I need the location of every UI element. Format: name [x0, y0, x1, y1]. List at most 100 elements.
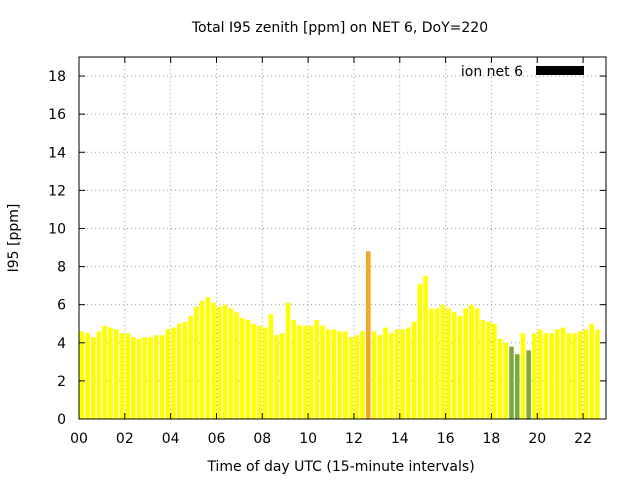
- bar: [199, 300, 205, 419]
- bar: [520, 333, 526, 419]
- bar: [509, 346, 514, 419]
- bar: [400, 329, 405, 419]
- y-tick-label: 18: [48, 69, 66, 85]
- bar: [343, 331, 348, 419]
- legend-label: ion net 6: [461, 64, 523, 80]
- bar: [245, 319, 251, 419]
- bar: [154, 335, 159, 419]
- bar: [572, 333, 577, 419]
- bar: [325, 329, 331, 419]
- bar: [239, 318, 245, 419]
- bar: [583, 329, 589, 419]
- bar: [262, 327, 268, 419]
- bar: [234, 312, 239, 419]
- bar: [446, 308, 451, 419]
- bar: [274, 335, 279, 419]
- chart-title: Total I95 zenith [ppm] on NET 6, DoY=220: [191, 20, 488, 36]
- bar: [360, 331, 365, 419]
- y-tick-label: 6: [57, 298, 66, 314]
- x-tick-label: 18: [483, 431, 501, 447]
- bar: [480, 319, 486, 419]
- bar: [411, 321, 417, 419]
- bar: [171, 327, 176, 419]
- y-tick-label: 4: [57, 336, 66, 352]
- bar: [285, 302, 291, 419]
- bar: [217, 306, 222, 419]
- bar: [257, 325, 262, 419]
- bar: [314, 319, 320, 419]
- bar: [486, 321, 491, 419]
- bar: [577, 331, 583, 419]
- bar: [589, 323, 594, 419]
- x-tick-label: 16: [437, 431, 455, 447]
- bar: [532, 333, 537, 419]
- y-tick-label: 14: [48, 145, 66, 161]
- y-tick-label: 8: [57, 260, 66, 276]
- legend-swatch: [536, 66, 584, 75]
- bar: [406, 327, 411, 419]
- bar: [142, 337, 148, 419]
- bar: [428, 308, 434, 419]
- bar: [377, 335, 383, 419]
- bar: [566, 333, 572, 419]
- grid: [79, 57, 606, 419]
- bar: [268, 314, 274, 419]
- bar: [205, 297, 211, 419]
- bar: [440, 304, 446, 419]
- bar: [131, 337, 136, 419]
- x-tick-label: 12: [345, 431, 363, 447]
- bar: [463, 308, 468, 419]
- y-tick-label: 16: [48, 107, 66, 123]
- bar: [331, 329, 337, 419]
- bar: [457, 316, 463, 419]
- y-axis-label: I95 [ppm]: [6, 204, 22, 273]
- bar: [91, 337, 96, 419]
- bar: [165, 329, 171, 419]
- bar: [102, 325, 108, 419]
- bar: [526, 350, 531, 419]
- bar: [251, 323, 257, 419]
- bar: [108, 327, 113, 419]
- bar: [302, 325, 308, 419]
- x-tick-label: 02: [116, 431, 134, 447]
- x-tick-label: 10: [299, 431, 317, 447]
- bar: [383, 327, 388, 419]
- bar: [159, 335, 165, 419]
- bar: [148, 337, 153, 419]
- bar: [308, 325, 314, 419]
- bar: [434, 308, 440, 419]
- bar: [549, 333, 554, 419]
- bar: [182, 321, 188, 419]
- bar: [79, 331, 85, 419]
- bar: [537, 329, 543, 419]
- bar: [176, 323, 182, 419]
- bar: [228, 308, 234, 419]
- x-axis-label: Time of day UTC (15-minute intervals): [206, 459, 474, 475]
- bar: [492, 323, 497, 419]
- y-tick-label: 10: [48, 221, 66, 237]
- bar: [291, 319, 297, 419]
- x-tick-label: 00: [70, 431, 88, 447]
- bar: [320, 325, 325, 419]
- bar: [119, 333, 125, 419]
- bar: [297, 325, 302, 419]
- bar: [96, 331, 102, 419]
- bar: [560, 327, 566, 419]
- bar: [503, 342, 509, 419]
- bar: [337, 331, 342, 419]
- bar: [85, 333, 90, 419]
- x-tick-label: 08: [253, 431, 271, 447]
- bar: [194, 306, 199, 419]
- x-tick-label: 06: [208, 431, 226, 447]
- bar: [469, 304, 474, 419]
- y-tick-label: 2: [57, 374, 66, 390]
- x-tick-label: 04: [162, 431, 180, 447]
- bar: [354, 335, 360, 419]
- y-tick-label: 0: [57, 412, 66, 428]
- bar: [211, 302, 216, 419]
- bar: [125, 333, 130, 419]
- bar: [222, 304, 228, 419]
- bar: [423, 276, 428, 419]
